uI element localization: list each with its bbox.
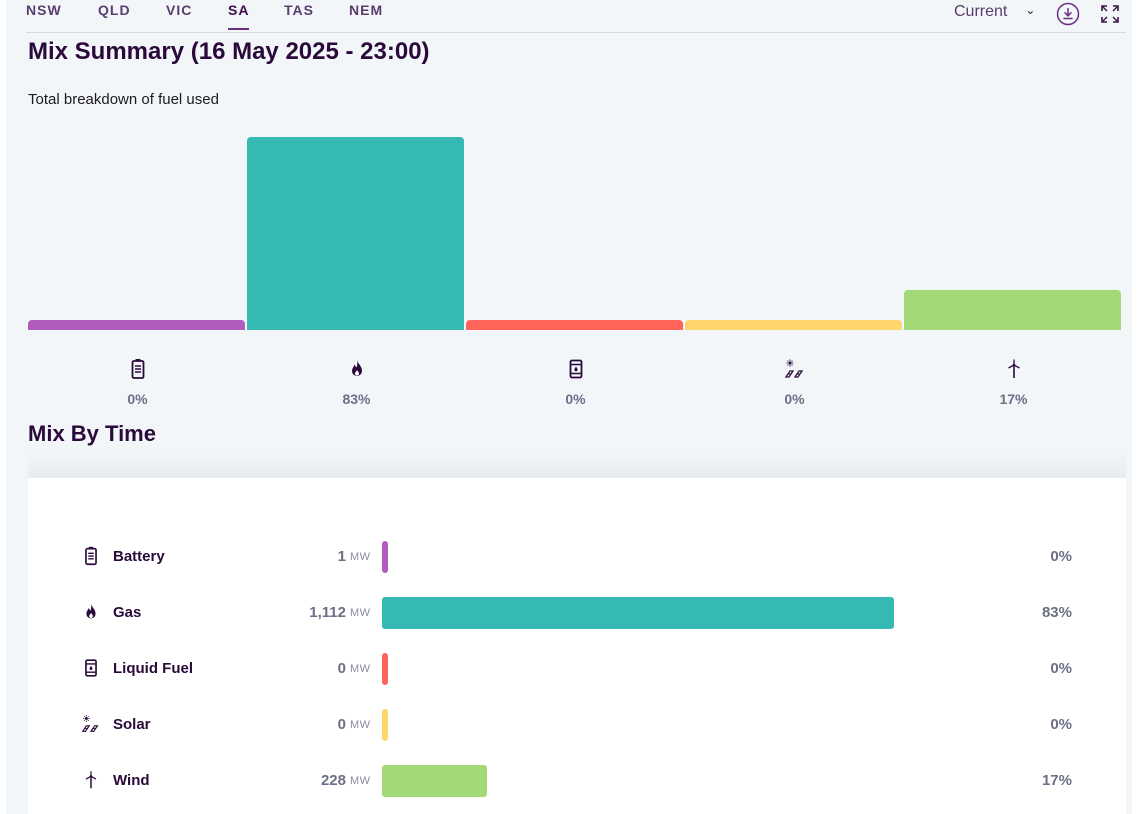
fuel-row[interactable]: Liquid Fuel 0 MW 0%: [28, 653, 1126, 685]
solar-icon: [783, 357, 807, 381]
fuel-mw-value: 0: [337, 660, 346, 677]
fuel-share-bar: [382, 709, 388, 741]
summary-title: Mix Summary (16 May 2025 - 23:00): [28, 38, 430, 65]
tab-nsw[interactable]: NSW: [26, 2, 62, 18]
period-select-value: Current: [954, 3, 1008, 20]
summary-bar-liquid-fuel[interactable]: [466, 320, 683, 330]
fuel-row[interactable]: Gas 1,112 MW 83%: [28, 597, 1126, 629]
fuel-name: Wind: [113, 772, 150, 789]
fuel-mw-value: 1: [337, 548, 346, 565]
battery-icon: [126, 357, 150, 381]
summary-pct-label: 0%: [127, 391, 148, 407]
tab-nem[interactable]: NEM: [349, 2, 384, 18]
summary-bar-gas[interactable]: [247, 137, 464, 330]
fuel-mw-value: 0: [337, 716, 346, 733]
tab-sa[interactable]: SA: [228, 2, 250, 30]
tab-vic[interactable]: VIC: [166, 2, 193, 18]
summary-pct-label: 17%: [999, 391, 1028, 407]
fuel-mw-unit: MW: [350, 719, 371, 731]
fuel-row[interactable]: Wind 228 MW 17%: [28, 765, 1126, 797]
fuel-row[interactable]: Battery 1 MW 0%: [28, 541, 1126, 573]
energy-mix-panel: NSW QLD VIC SA TAS NEM Current ⌄ Mix Summ…: [6, 0, 1132, 814]
summary-pct-label: 83%: [342, 391, 371, 407]
fuel-mw-unit: MW: [350, 607, 371, 619]
summary-pct-label: 0%: [784, 391, 805, 407]
fuel-mw-value: 228: [320, 772, 346, 789]
fuel-name: Battery: [113, 548, 165, 565]
fuel-share-bar: [382, 765, 487, 797]
fuel-mw-unit: MW: [350, 775, 371, 787]
mix-by-time-title: Mix By Time: [28, 421, 156, 446]
fuel-pct-value: 83%: [1041, 604, 1072, 621]
fuel-mw-unit: MW: [350, 663, 371, 675]
fuel-name: Gas: [113, 604, 142, 621]
tab-tas[interactable]: TAS: [284, 2, 314, 18]
fuel-pct-value: 0%: [1050, 548, 1072, 565]
wind-turbine-icon: [80, 769, 102, 791]
mix-by-time-card: Battery 1 MW 0% Gas 1,112 MW 83% Liquid Fuel 0 MW 0…: [28, 478, 1126, 814]
fuel-row[interactable]: Solar 0 MW 0%: [28, 709, 1126, 741]
download-icon[interactable]: [1056, 2, 1080, 26]
fuel-mw-value: 1,112: [309, 604, 346, 621]
fuel-share-bar: [382, 597, 894, 629]
fullscreen-icon[interactable]: [1098, 2, 1122, 26]
battery-icon: [80, 545, 102, 567]
fuel-pct-value: 0%: [1050, 716, 1072, 733]
fuel-pct-value: 0%: [1050, 660, 1072, 677]
card-shadow: [28, 452, 1126, 478]
wind-turbine-icon: [1002, 357, 1026, 381]
fuel-barrel-icon: [80, 657, 102, 679]
summary-bar-battery[interactable]: [28, 320, 245, 330]
fuel-barrel-icon: [564, 357, 588, 381]
solar-icon: [80, 713, 102, 735]
summary-subtitle: Total breakdown of fuel used: [28, 91, 219, 108]
fuel-mw-unit: MW: [350, 551, 371, 563]
flame-icon: [80, 601, 102, 623]
fuel-share-bar: [382, 653, 388, 685]
fuel-share-bar: [382, 541, 388, 573]
summary-bar-solar[interactable]: [685, 320, 902, 330]
summary-pct-label: 0%: [565, 391, 586, 407]
fuel-name: Liquid Fuel: [113, 660, 193, 677]
flame-icon: [345, 357, 369, 381]
region-tabs: NSW QLD VIC SA TAS NEM Current ⌄: [26, 0, 1126, 33]
period-select[interactable]: Current ⌄: [954, 3, 1035, 21]
tab-qld[interactable]: QLD: [98, 2, 131, 18]
summary-bar-wind[interactable]: [904, 290, 1121, 330]
fuel-name: Solar: [113, 716, 151, 733]
fuel-pct-value: 17%: [1041, 772, 1072, 789]
chevron-down-icon: ⌄: [1025, 3, 1036, 17]
